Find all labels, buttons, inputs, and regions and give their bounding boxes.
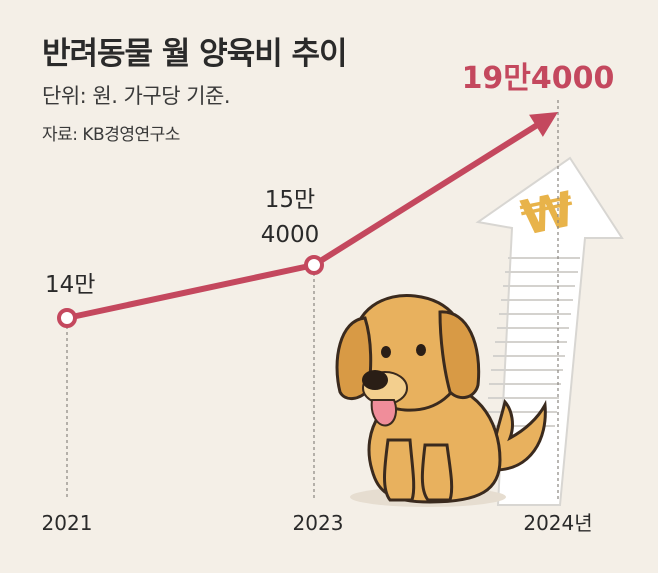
guide-lines [66,100,559,500]
x-axis-ticks: 2021 2023 2024년 [42,511,593,535]
x-tick-label-1: 2021 [42,511,93,535]
chart-title: 반려동물 월 양육비 추이 [42,36,348,72]
x-tick-label-2: 2023 [293,511,344,535]
data-point-2 [304,255,324,275]
won-symbol-icon: ₩ [516,181,579,247]
data-label-2021: 14만 [45,272,95,298]
puppy-illustration [335,293,547,507]
data-label-2024: 19만4000 [462,61,615,96]
chart-subtitle: 단위: 원. 가구당 기준. [42,84,231,108]
data-label-2023-line1: 15만 [265,187,315,213]
series-line [64,118,546,321]
data-labels: 14만 15만 4000 19만4000 [45,61,614,298]
x-tick-label-3: 2024년 [523,511,592,535]
chart-source: 자료: KB경영연구소 [42,125,180,145]
series-line-group [57,112,558,328]
arrowhead [529,112,558,137]
data-point-1 [57,308,77,328]
won-arrow-receipt-illustration: ₩ [475,156,624,506]
data-label-2023-line2: 4000 [261,222,320,248]
